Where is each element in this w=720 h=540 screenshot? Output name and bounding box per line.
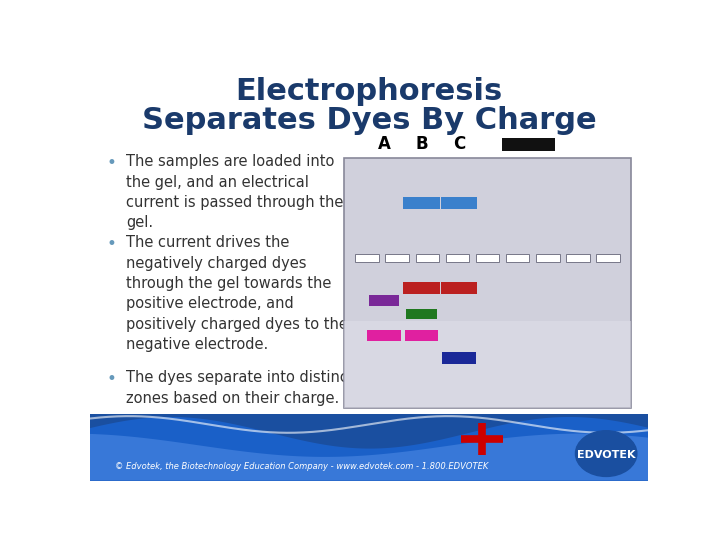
- Polygon shape: [90, 434, 648, 481]
- Bar: [441, 282, 477, 294]
- Text: The current drives the
negatively charged dyes
through the gel towards the
posit: The current drives the negatively charge…: [126, 235, 348, 352]
- Bar: [356, 254, 379, 262]
- Text: The dyes separate into distinct
zones based on their charge.: The dyes separate into distinct zones ba…: [126, 370, 354, 406]
- Bar: [506, 254, 529, 262]
- Text: •: •: [107, 370, 117, 388]
- Bar: [476, 254, 500, 262]
- Bar: [442, 352, 476, 364]
- Text: A: A: [378, 136, 390, 153]
- Text: B: B: [415, 136, 428, 153]
- Text: The samples are loaded into
the gel, and an electrical
current is passed through: The samples are loaded into the gel, and…: [126, 154, 343, 231]
- Bar: [403, 282, 440, 294]
- Text: C: C: [453, 136, 465, 153]
- Bar: [367, 329, 401, 341]
- Text: Electrophoresis: Electrophoresis: [235, 77, 503, 106]
- Polygon shape: [90, 417, 648, 481]
- Bar: [90, 414, 648, 481]
- Bar: [385, 254, 409, 262]
- Text: EDVOTEK: EDVOTEK: [577, 450, 635, 460]
- Bar: [403, 197, 440, 210]
- Bar: [369, 295, 400, 306]
- Bar: [441, 197, 477, 210]
- Bar: [596, 254, 620, 262]
- Bar: [502, 138, 555, 151]
- Bar: [415, 254, 439, 262]
- Bar: [344, 321, 631, 408]
- Bar: [405, 329, 438, 341]
- Bar: [536, 254, 559, 262]
- Bar: [566, 254, 590, 262]
- Text: © Edvotek, the Biotechnology Education Company - www.edvotek.com - 1.800.EDVOTEK: © Edvotek, the Biotechnology Education C…: [115, 462, 489, 470]
- Text: Separates Dyes By Charge: Separates Dyes By Charge: [142, 106, 596, 136]
- Bar: [344, 158, 631, 408]
- Circle shape: [575, 431, 637, 476]
- Bar: [406, 309, 437, 320]
- Text: •: •: [107, 235, 117, 253]
- Bar: [446, 254, 469, 262]
- Text: •: •: [107, 154, 117, 172]
